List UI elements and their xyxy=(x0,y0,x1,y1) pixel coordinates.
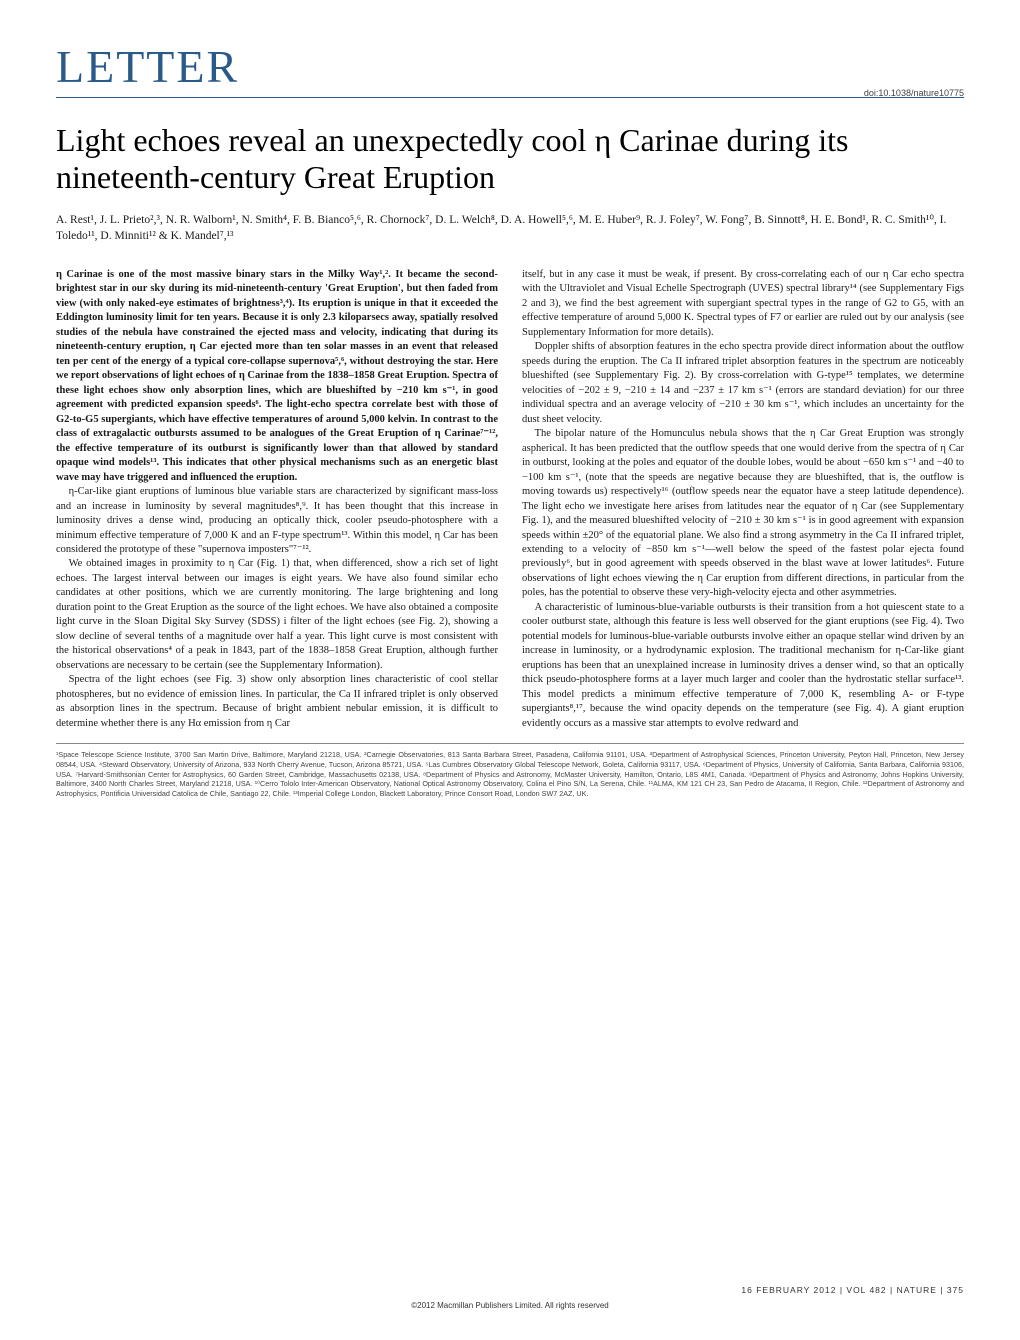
affiliations-block: ¹Space Telescope Science Institute, 3700… xyxy=(56,743,964,799)
footer-issue-line: 16 FEBRUARY 2012 | VOL 482 | NATURE | 37… xyxy=(56,1285,964,1295)
abstract-paragraph: η Carinae is one of the most massive bin… xyxy=(56,268,498,485)
article-title: Light echoes reveal an unexpectedly cool… xyxy=(56,122,964,196)
body-p3: Spectra of the light echoes (see Fig. 3)… xyxy=(56,673,498,731)
body-p2: We obtained images in proximity to η Car… xyxy=(56,557,498,673)
doi-text: doi:10.1038/nature10775 xyxy=(864,88,964,98)
body-p5: Doppler shifts of absorption features in… xyxy=(522,340,964,427)
body-columns: η Carinae is one of the most massive bin… xyxy=(56,268,964,732)
author-list: A. Rest¹, J. L. Prieto²,³, N. R. Walborn… xyxy=(56,212,964,244)
body-p6: The bipolar nature of the Homunculus neb… xyxy=(522,427,964,601)
body-p1: η-Car-like giant eruptions of luminous b… xyxy=(56,485,498,557)
body-p4: itself, but in any case it must be weak,… xyxy=(522,268,964,340)
section-label: LETTER xyxy=(56,40,964,93)
body-p7: A characteristic of luminous-blue-variab… xyxy=(522,601,964,731)
footer-copyright: ©2012 Macmillan Publishers Limited. All … xyxy=(56,1301,964,1310)
header-rule xyxy=(56,97,964,98)
page-footer: 16 FEBRUARY 2012 | VOL 482 | NATURE | 37… xyxy=(56,1285,964,1310)
